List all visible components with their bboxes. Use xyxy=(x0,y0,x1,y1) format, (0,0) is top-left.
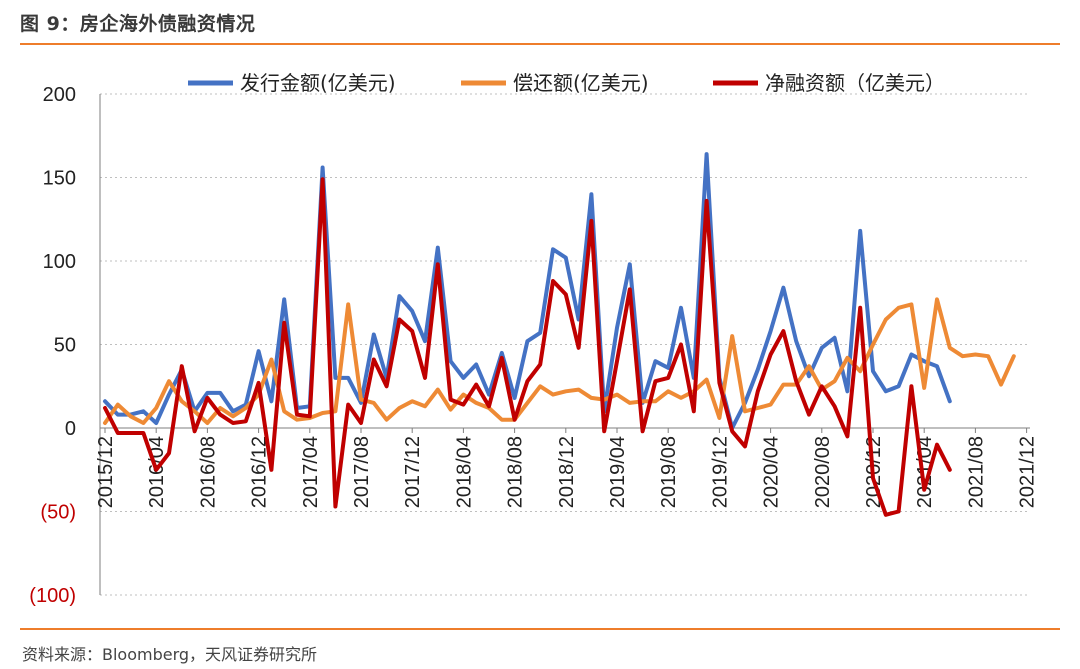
legend-label: 发行金额(亿美元) xyxy=(240,71,396,95)
x-tick-label: 2017/04 xyxy=(300,436,322,508)
y-tick-label: 0 xyxy=(65,418,76,440)
series-line-2 xyxy=(103,297,1016,425)
grid-lines xyxy=(100,93,1030,596)
x-tick-label: 2017/12 xyxy=(402,436,424,508)
y-tick-label: 50 xyxy=(54,335,76,357)
footer-rule xyxy=(20,628,1060,630)
x-tick-label: 2017/08 xyxy=(351,436,373,508)
title-rule xyxy=(20,43,1060,45)
series-line-3 xyxy=(103,177,952,517)
x-tick-label: 2021/12 xyxy=(1017,436,1039,508)
legend-label: 净融资额（亿美元） xyxy=(765,71,945,95)
x-tick-label: 2018/04 xyxy=(453,436,475,508)
series-lines xyxy=(103,152,1016,517)
x-tick-label: 2019/08 xyxy=(658,436,680,508)
y-tick-label: (100) xyxy=(29,585,76,607)
x-tick-label: 2021/08 xyxy=(965,436,987,508)
x-tick-label: 2020/04 xyxy=(761,436,783,508)
y-tick-label: (50) xyxy=(40,502,76,524)
y-tick-labels: 200 150 100 50 0 (50) (100) xyxy=(29,84,76,607)
x-tick-label: 2015/12 xyxy=(95,436,117,508)
x-tick-label: 2016/12 xyxy=(249,436,271,508)
x-tick-label: 2016/08 xyxy=(197,436,219,508)
figure-title: 图 9：房企海外债融资情况 xyxy=(20,13,256,35)
x-tick-label: 2020/08 xyxy=(812,436,834,508)
source-note: 资料来源：Bloomberg，天风证券研究所 xyxy=(22,645,318,664)
x-tick-label: 2019/04 xyxy=(607,436,629,508)
y-tick-label: 200 xyxy=(43,84,76,106)
y-tick-label: 150 xyxy=(43,168,76,190)
y-tick-label: 100 xyxy=(43,251,76,273)
legend: 发行金额(亿美元) 偿还额(亿美元) 净融资额（亿美元） xyxy=(188,71,945,95)
x-tick-labels: 2015/12 2016/04 2016/08 2016/12 2017/04 2017/… xyxy=(95,436,1039,508)
x-tick-label: 2019/12 xyxy=(709,436,731,508)
legend-label: 偿还额(亿美元) xyxy=(513,71,649,95)
series-line-1 xyxy=(103,152,952,430)
x-tick-label: 2018/08 xyxy=(505,436,527,508)
x-tick-label: 2018/12 xyxy=(556,436,578,508)
axes xyxy=(99,94,1030,595)
